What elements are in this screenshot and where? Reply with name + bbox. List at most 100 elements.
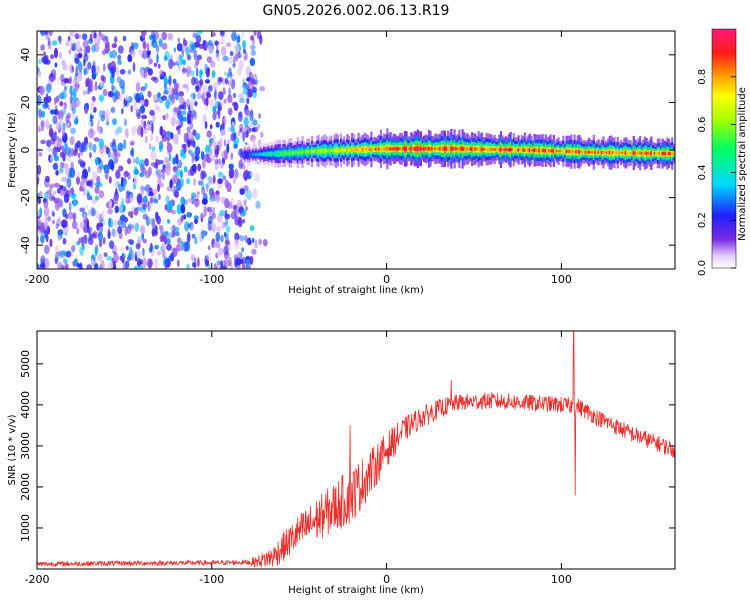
figure-title: GN05.2026.002.06.13.R19 bbox=[263, 3, 450, 19]
spectrogram-band-cell bbox=[298, 151, 301, 154]
spectrogram-noise-cell bbox=[254, 239, 258, 249]
spectrogram-noise-cell bbox=[96, 33, 100, 43]
spectrogram-band-cell bbox=[613, 150, 616, 155]
spectrogram-noise-cell bbox=[253, 73, 257, 81]
spectrogram-noise-cell bbox=[203, 205, 207, 217]
spectrogram-noise-cell bbox=[165, 131, 171, 136]
spectrogram-band-cell bbox=[592, 150, 595, 155]
spectrogram-band-cell bbox=[661, 151, 664, 156]
spectrogram-noise-cell bbox=[155, 135, 160, 143]
spectrogram-noise-cell bbox=[140, 86, 146, 92]
spectrogram-noise-cell bbox=[165, 238, 171, 245]
spectrogram-noise-cell bbox=[217, 249, 222, 258]
spectrogram-band-cell bbox=[264, 152, 267, 156]
spectrogram-noise-cell bbox=[139, 105, 146, 114]
spectrogram-band-cell bbox=[245, 153, 248, 156]
spectrogram-noise-cell bbox=[83, 67, 87, 76]
spectrogram-band-cell bbox=[351, 148, 354, 152]
spectrogram-noise-cell bbox=[220, 46, 227, 56]
spectrogram-band-cell bbox=[455, 147, 458, 151]
spectrogram-noise-cell bbox=[209, 138, 214, 144]
spectrogram-band-cell bbox=[389, 146, 392, 151]
spectrogram-band-cell bbox=[354, 148, 357, 152]
spectrogram-noise-cell bbox=[130, 50, 136, 58]
spectrogram-noise-cell bbox=[213, 141, 217, 150]
spectrogram-noise-cell bbox=[173, 61, 176, 67]
spectrogram-noise-cell bbox=[86, 264, 93, 269]
spectrogram-band-cell bbox=[312, 150, 315, 153]
spectrogram-noise-cell bbox=[138, 49, 143, 55]
spectrogram-noise-cell bbox=[95, 181, 101, 188]
spectrogram-noise-cell bbox=[249, 225, 255, 232]
spectrogram-noise-cell bbox=[165, 204, 168, 210]
spectrogram-noise-cell bbox=[69, 136, 75, 146]
spectrogram-noise-cell bbox=[227, 56, 234, 64]
spectrogram-noise-cell bbox=[63, 193, 70, 203]
colorbar-tick-label: 0.2 bbox=[697, 212, 708, 228]
spectrogram-noise-cell bbox=[177, 37, 181, 43]
spectrogram-noise-cell bbox=[43, 244, 50, 255]
spectrogram-noise-cell bbox=[107, 208, 113, 215]
spectrogram-noise-cell bbox=[151, 39, 158, 49]
spectrogram-noise-cell bbox=[190, 254, 195, 262]
spectrogram-noise-cell bbox=[194, 237, 198, 245]
spectrogram-band-cell bbox=[496, 148, 499, 151]
spectrogram-noise-cell bbox=[177, 127, 181, 136]
spectrogram-x-label: Height of straight line (km) bbox=[288, 285, 424, 296]
spectrogram-band-cell bbox=[407, 147, 410, 151]
spectrogram-noise-cell bbox=[149, 196, 154, 204]
spectrogram-noise-cell bbox=[161, 95, 168, 101]
spectrogram-noise-cell bbox=[59, 250, 66, 259]
spectrogram-band-cell bbox=[639, 151, 642, 156]
spectrogram-noise-cell bbox=[193, 215, 199, 220]
spectrogram-band-cell bbox=[336, 148, 339, 153]
spectrogram-noise-cell bbox=[55, 121, 61, 131]
spectrogram-y-axis: -40 -20 0 20 40 bbox=[19, 48, 675, 254]
spectrogram-noise-cell bbox=[190, 92, 196, 99]
spectrogram-noise-cell bbox=[251, 86, 257, 93]
spectrogram-noise-cell bbox=[78, 237, 83, 244]
spectrogram-band-cell bbox=[317, 149, 320, 153]
spectrogram-noise-cell bbox=[57, 77, 60, 85]
spectrogram-noise-cell bbox=[44, 31, 49, 35]
spectrogram-band-cell bbox=[325, 149, 328, 153]
spectrogram-noise-cell bbox=[222, 55, 229, 62]
spectrogram-noise-cell bbox=[191, 155, 194, 164]
spectrogram-band-cell bbox=[250, 153, 253, 156]
spectrogram-noise-cell bbox=[191, 233, 196, 239]
spectrogram-x-tick-label: -200 bbox=[25, 273, 50, 286]
spectrogram-noise-cell bbox=[44, 175, 50, 183]
spectrogram-noise-cell bbox=[52, 162, 59, 171]
spectrogram-band-cell bbox=[432, 147, 435, 151]
spectrogram-noise-cell bbox=[216, 110, 220, 115]
spectrogram-noise-cell bbox=[244, 104, 249, 116]
spectrogram-noise-cell bbox=[180, 204, 184, 212]
spectrogram-noise-cell bbox=[75, 40, 81, 51]
spectrogram-noise-cell bbox=[242, 40, 246, 50]
spectrogram-band-cell bbox=[621, 151, 624, 155]
spectrogram-noise-cell bbox=[224, 198, 230, 209]
spectrogram-noise-cell bbox=[104, 44, 110, 54]
spectrogram-band-cell bbox=[507, 147, 511, 152]
spectrogram-noise-cell bbox=[67, 211, 74, 220]
spectrogram-noise-cell bbox=[58, 51, 63, 60]
spectrogram-noise-cell bbox=[253, 31, 257, 36]
spectrogram-noise-cell bbox=[246, 97, 250, 105]
spectrogram-noise-cell bbox=[90, 99, 95, 111]
spectrogram-noise-cell bbox=[204, 79, 211, 84]
spectrogram-noise-cell bbox=[228, 87, 232, 98]
spectrogram-noise-cell bbox=[250, 49, 256, 57]
spectrogram-noise-cell bbox=[91, 44, 96, 53]
spectrogram-noise-cell bbox=[80, 44, 86, 54]
snr-x-axis: -200 -100 0 100 bbox=[25, 331, 572, 586]
spectrogram-noise-cell bbox=[217, 105, 222, 112]
spectrogram-noise-cell bbox=[180, 215, 184, 222]
spectrogram-noise-cell bbox=[208, 263, 211, 269]
spectrogram-noise-cell bbox=[165, 99, 171, 110]
spectrogram-noise-cell bbox=[85, 136, 88, 146]
spectrogram-noise-cell bbox=[57, 235, 61, 241]
spectrogram-noise-cell bbox=[124, 128, 129, 138]
spectrogram-noise-cell bbox=[79, 246, 84, 256]
spectrogram-noise-cell bbox=[113, 254, 120, 262]
spectrogram-noise-cell bbox=[75, 115, 79, 125]
